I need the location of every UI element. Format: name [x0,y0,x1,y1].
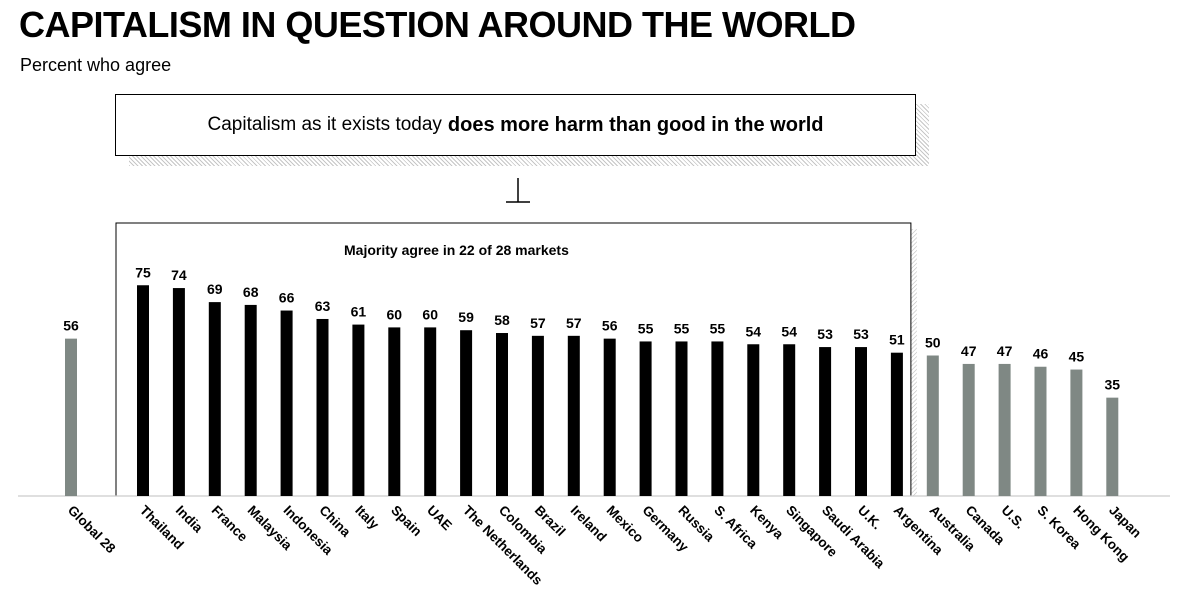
statement-bold: does more harm than good in the world [447,113,824,136]
chart-title-heading: CAPITALISM IN QUESTION AROUND THE WORLD [19,4,856,45]
category-label-3: France [209,503,251,545]
value-label-25: 47 [997,343,1013,359]
value-label-24: 47 [961,343,977,359]
bar-27 [1070,369,1083,496]
value-label-21: 53 [853,326,869,342]
bar-18 [747,344,760,496]
value-label-20: 53 [817,326,833,342]
bar-24 [962,363,975,496]
bar-17 [711,341,724,496]
value-label-8: 60 [387,306,403,322]
value-label-7: 61 [351,304,367,320]
value-label-3: 69 [207,281,223,297]
bar-12 [531,335,544,496]
majority-box-title: Majority agree in 22 of 28 markets [344,242,569,258]
category-label-2: India [173,503,206,536]
value-label-10: 59 [458,309,474,325]
category-label-8: Spain [388,503,425,540]
bar-28 [1106,397,1119,496]
bar-21 [855,347,867,496]
value-label-19: 54 [781,323,797,339]
value-label-14: 56 [602,318,618,334]
category-label-21: U.K. [855,503,885,533]
bar-22 [890,352,903,496]
bar-2 [172,288,185,496]
statement-lead: Capitalism as it exists today [207,114,442,135]
bar-16 [675,341,688,496]
value-label-0: 56 [63,318,79,334]
bar-0 [65,338,77,496]
bar-8 [388,327,401,496]
bar-23 [926,355,939,496]
value-label-12: 57 [530,315,546,331]
category-label-14: Mexico [604,503,647,546]
bar-1 [137,285,149,496]
bar-11 [496,333,508,496]
bar-5 [280,310,293,496]
category-label-13: Ireland [568,503,610,545]
bar-3 [208,302,221,496]
value-label-16: 55 [674,320,690,336]
category-label-7: Italy [352,503,382,533]
value-label-23: 50 [925,335,941,351]
statement-box: Capitalism as it exists today does more … [115,94,916,156]
bar-20 [819,347,832,496]
value-label-9: 60 [422,306,438,322]
bar-7 [352,324,365,496]
value-label-27: 45 [1069,349,1085,365]
value-label-2: 74 [171,267,187,283]
chart-subtitle: Percent who agree [20,55,172,75]
value-label-26: 46 [1033,346,1049,362]
category-label-25: U.S. [998,503,1027,532]
value-label-22: 51 [889,332,905,348]
value-label-17: 55 [710,320,726,336]
category-label-0: Global 28 [65,503,119,557]
value-label-13: 57 [566,315,582,331]
bar-26 [1034,366,1047,496]
value-label-4: 68 [243,284,259,300]
bar-25 [998,363,1011,496]
bar-10 [460,330,473,496]
bar-6 [316,318,329,496]
value-label-6: 63 [315,298,331,314]
value-label-28: 35 [1105,377,1121,393]
bar-13 [567,335,580,496]
value-label-15: 55 [638,320,654,336]
majority-box-shadow [910,229,917,496]
bar-19 [783,344,796,496]
value-label-11: 58 [494,312,510,328]
value-label-5: 66 [279,290,295,306]
value-label-18: 54 [746,323,762,339]
bar-4 [244,304,257,496]
value-label-1: 75 [135,264,151,280]
bar-15 [639,341,652,496]
bar-14 [603,338,616,496]
bar-9 [424,327,437,496]
connector-icon [506,178,530,203]
category-label-9: UAE [424,503,455,534]
